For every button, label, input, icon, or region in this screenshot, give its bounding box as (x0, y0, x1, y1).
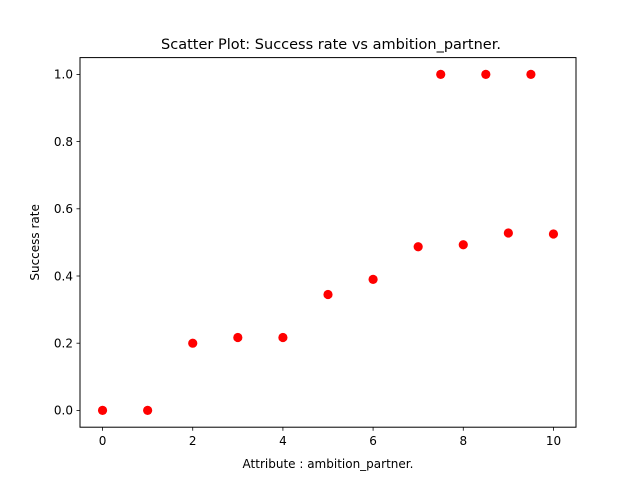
scatter-point (526, 69, 536, 79)
scatter-point (436, 69, 446, 79)
scatter-point (323, 289, 333, 300)
x-tick-label: 10 (546, 434, 561, 448)
chart-title: Scatter Plot: Success rate vs ambition_p… (161, 37, 501, 53)
y-axis-ticks: 0.0 0.2 0.4 0.6 0.8 1.0 (54, 68, 80, 418)
y-tick-label: 1.0 (54, 68, 73, 82)
x-tick-label: 4 (279, 434, 287, 448)
scatter-point (503, 228, 513, 238)
scatter-point (278, 332, 288, 343)
plot-frame (79, 57, 577, 428)
x-tick-label: 6 (369, 434, 377, 448)
scatter-point (233, 332, 243, 343)
scatter-points (97, 69, 559, 415)
x-axis-label: Attribute : ambition_partner. (243, 457, 414, 471)
x-axis-ticks: 0 2 4 6 8 10 (99, 427, 561, 448)
scatter-point (458, 240, 468, 250)
y-tick-label: 0.6 (54, 202, 73, 216)
scatter-point (413, 242, 423, 252)
scatter-point (143, 405, 153, 415)
scatter-point (188, 338, 198, 348)
y-axis-label: Success rate (28, 204, 42, 281)
y-tick-label: 0.8 (54, 135, 73, 149)
y-tick-label: 0.4 (54, 269, 73, 283)
scatter-point (97, 405, 108, 415)
x-tick-label: 0 (99, 434, 107, 448)
x-tick-label: 2 (189, 434, 197, 448)
scatter-point (548, 229, 559, 239)
x-tick-label: 8 (459, 434, 467, 448)
scatter-point (481, 69, 491, 79)
y-tick-label: 0.2 (54, 337, 73, 351)
scatter-point (368, 274, 378, 284)
y-tick-label: 0.0 (54, 404, 73, 418)
